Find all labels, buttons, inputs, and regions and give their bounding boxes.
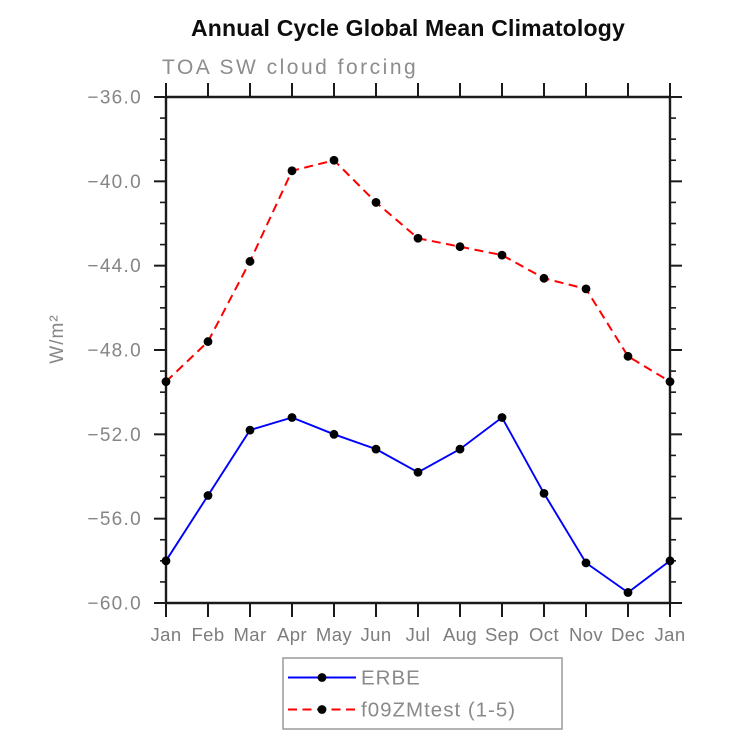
data-point-marker: [287, 413, 297, 422]
x-tick-label: Mar: [233, 624, 266, 645]
y-tick-label: −52.0: [87, 425, 142, 446]
data-point-marker: [455, 444, 465, 454]
y-tick-label: −36.0: [87, 88, 142, 109]
x-tick-label: Dec: [611, 624, 645, 645]
data-point-marker: [455, 242, 465, 252]
y-tick-label: −60.0: [87, 594, 142, 615]
legend-label: f09ZMtest (1-5): [361, 699, 516, 722]
legend-label: ERBE: [361, 667, 421, 690]
data-point-marker: [413, 233, 423, 243]
x-tick-label: Sep: [485, 624, 519, 645]
x-tick-label: Jan: [654, 624, 685, 645]
chart-subtitle: TOA SW cloud forcing: [162, 56, 419, 79]
data-point-marker: [539, 488, 549, 498]
y-tick-label: −44.0: [87, 256, 142, 277]
data-point-marker: [161, 377, 171, 387]
data-point-marker: [161, 556, 171, 566]
legend-box: [282, 657, 563, 730]
legend-marker: [317, 673, 327, 682]
series-line-f09zmtest-1-5-: [165, 159, 671, 383]
data-point-marker: [623, 588, 633, 597]
data-point-marker: [245, 425, 255, 435]
data-point-marker: [623, 351, 633, 361]
data-point-marker: [245, 257, 255, 266]
data-point-marker: [329, 429, 339, 439]
chart-title: Annual Cycle Global Mean Climatology: [190, 15, 626, 41]
data-point-marker: [665, 377, 675, 387]
data-point-marker: [413, 467, 423, 477]
data-point-marker: [497, 413, 507, 422]
series-line-erbe: [165, 416, 671, 594]
x-tick-label: Oct: [529, 624, 559, 645]
x-tick-label: Jun: [360, 624, 391, 645]
data-point-marker: [581, 558, 591, 568]
legend-marker: [317, 705, 327, 714]
data-point-marker: [329, 155, 339, 165]
y-tick-label: −40.0: [87, 172, 142, 193]
y-tick-label: −48.0: [87, 341, 142, 362]
y-tick-label: −56.0: [87, 509, 142, 530]
data-point-marker: [203, 491, 213, 500]
x-tick-label: Jan: [150, 624, 181, 645]
data-point-marker: [371, 198, 381, 207]
data-point-marker: [371, 444, 381, 454]
data-point-marker: [497, 250, 507, 260]
data-point-marker: [665, 556, 675, 566]
x-tick-label: Apr: [277, 624, 307, 645]
data-point-marker: [539, 273, 549, 283]
data-point-marker: [203, 337, 213, 346]
data-point-marker: [581, 284, 591, 294]
data-point-marker: [287, 166, 297, 176]
x-tick-label: Feb: [191, 624, 224, 645]
x-tick-label: Nov: [569, 624, 603, 645]
x-tick-label: Aug: [443, 624, 477, 645]
x-tick-label: May: [316, 624, 352, 645]
x-tick-label: Jul: [406, 624, 431, 645]
